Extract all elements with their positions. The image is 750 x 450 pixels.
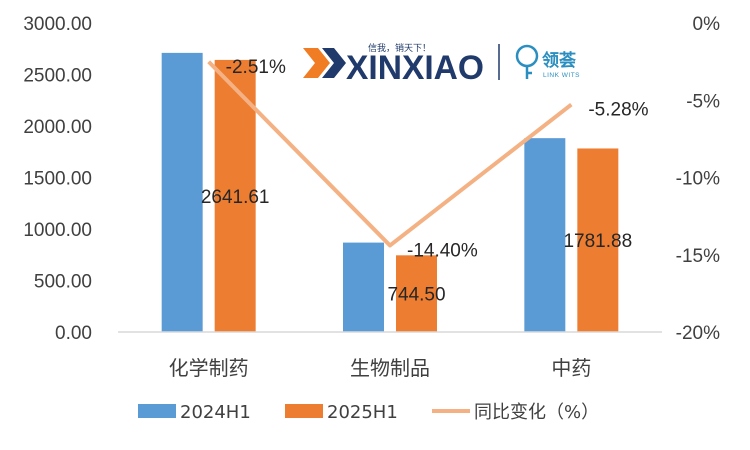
key-icon — [515, 44, 539, 79]
right-tick-label: -10% — [676, 169, 720, 190]
right-tick-label: -15% — [676, 246, 720, 267]
xinxiao-logo-mark-orange — [303, 48, 330, 78]
legend-label: 同比变化（%） — [474, 402, 599, 423]
legend-swatch — [285, 404, 323, 418]
linkwits-name: 领荟 — [542, 50, 577, 71]
left-tick-label: 2500.00 — [23, 66, 92, 87]
legend-label: 2024H1 — [180, 402, 251, 423]
line-data-label: -14.40% — [407, 240, 478, 261]
category-label: 化学制药 — [169, 356, 249, 380]
legend-swatch — [138, 404, 176, 418]
right-tick-label: -20% — [676, 323, 720, 344]
category-label: 生物制品 — [350, 356, 430, 380]
bar-data-label: 744.50 — [387, 285, 445, 306]
xinxiao-logo: 信我，销天下！ XINXIAO — [303, 42, 484, 87]
left-tick-label: 0.00 — [55, 323, 92, 344]
left-tick-label: 500.00 — [34, 272, 92, 293]
bar-2025h1-2 — [577, 148, 619, 332]
linkwits-sub: LINK WITS — [543, 72, 580, 79]
bar-data-label: 1781.88 — [563, 231, 632, 252]
right-tick-label: -5% — [686, 91, 720, 112]
legend: 2024H1 2025H1 同比变化（%） — [138, 402, 599, 423]
line-data-label: -2.51% — [226, 57, 286, 78]
left-tick-label: 1500.00 — [23, 169, 92, 190]
xinxiao-logo-mark-navy — [322, 48, 346, 78]
xinxiao-slogan: 信我，销天下！ — [368, 42, 431, 54]
linkwits-logo: 领荟 LINK WITS — [515, 44, 580, 79]
line-data-label: -5.28% — [588, 100, 648, 121]
line-yoy-change — [207, 60, 573, 248]
left-tick-label: 2000.00 — [23, 117, 92, 138]
bar-2024h1-0 — [161, 52, 203, 333]
bar-data-label: 2641.61 — [201, 187, 270, 208]
right-tick-label: 0% — [693, 14, 721, 35]
bar-2024h1-2 — [524, 138, 566, 332]
bar-2025h1-1 — [396, 255, 437, 332]
left-tick-label: 3000.00 — [23, 14, 92, 35]
category-label: 中药 — [551, 356, 591, 380]
bar-2024h1-1 — [343, 242, 384, 332]
xinxiao-wordmark: XINXIAO — [346, 49, 484, 87]
legend-label: 2025H1 — [327, 402, 398, 423]
left-tick-label: 1000.00 — [23, 220, 92, 241]
